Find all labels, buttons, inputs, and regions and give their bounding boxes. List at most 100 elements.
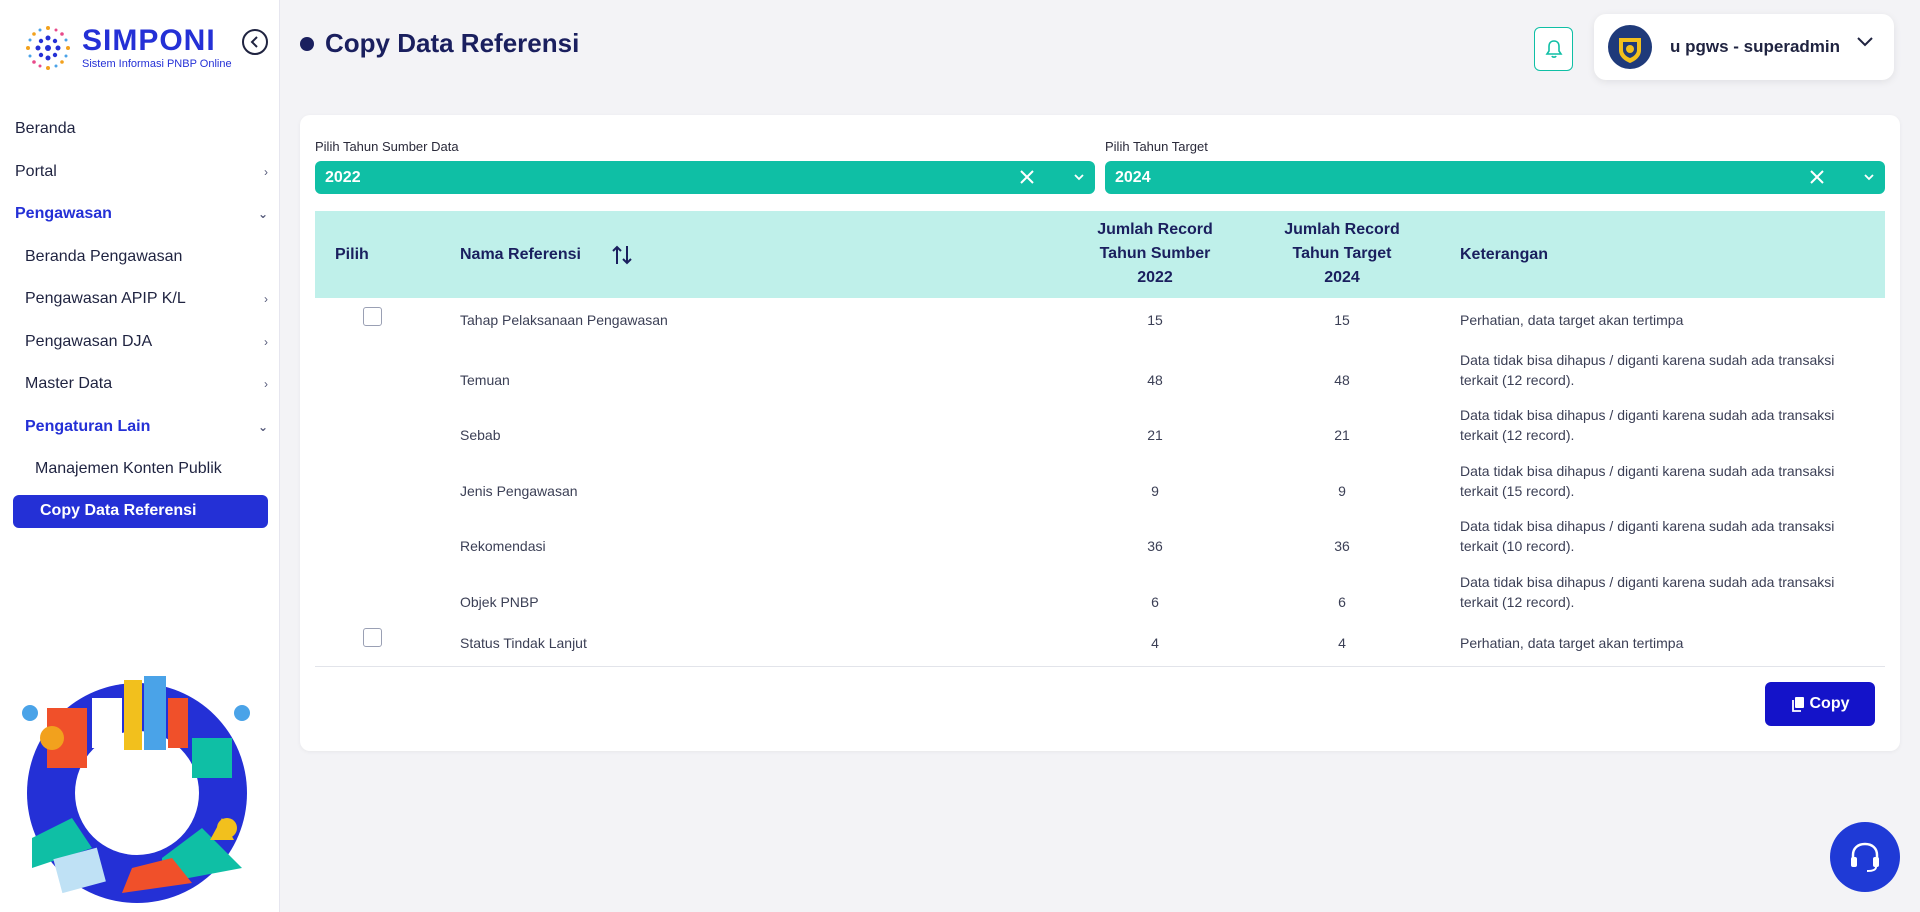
target-year-label: Pilih Tahun Target: [1105, 139, 1208, 154]
row-sumber: 4: [1151, 635, 1159, 651]
row-keterangan-line1: Data tidak bisa dihapus / diganti karena…: [1460, 574, 1835, 590]
sidebar-item-label: Beranda Pengawasan: [25, 247, 183, 265]
chevron-down-icon[interactable]: [1863, 171, 1875, 183]
copy-button-label: Copy: [1809, 695, 1850, 712]
column-header-sumber: Jumlah Record Tahun Sumber 2022: [1085, 218, 1225, 290]
sidebar-item-label: Copy Data Referensi: [40, 502, 197, 519]
row-nama: Sebab: [460, 427, 501, 443]
city-illustration-icon: [22, 676, 250, 903]
row-nama: Status Tindak Lanjut: [460, 635, 587, 651]
clear-icon[interactable]: [1809, 169, 1825, 185]
row-keterangan: Data tidak bisa dihapus / diganti karena…: [1460, 350, 1834, 390]
row-checkbox[interactable]: [363, 307, 382, 326]
chevron-right-icon: ›: [264, 377, 268, 391]
sidebar: SIMPONI Sistem Informasi PNBP Online Ber…: [0, 0, 280, 912]
sidebar-item-label: Portal: [15, 162, 57, 180]
row-sumber: 36: [1147, 538, 1163, 554]
logo[interactable]: SIMPONI Sistem Informasi PNBP Online: [18, 18, 232, 78]
page-title: Copy Data Referensi: [325, 28, 580, 58]
sidebar-item-pengaturan-lain[interactable]: Pengaturan Lain ⌄: [0, 406, 280, 449]
column-header-target: Jumlah Record Tahun Target 2024: [1272, 218, 1412, 290]
copy-data-card: Pilih Tahun Sumber Data 2022 Pilih Tahun…: [300, 115, 1900, 751]
table-divider: [315, 666, 1885, 667]
row-target: 6: [1338, 594, 1346, 610]
sidebar-item-manajemen-konten[interactable]: Manajemen Konten Publik: [0, 448, 280, 491]
column-header-keterangan: Keterangan: [1460, 246, 1549, 263]
chevron-down-icon[interactable]: [1073, 171, 1085, 183]
column-header-pilih: Pilih: [335, 246, 369, 263]
chevron-right-icon: ›: [264, 164, 268, 179]
sidebar-item-label: Pengawasan APIP K/L: [25, 290, 186, 308]
kemenkeu-emblem-icon: [1608, 25, 1652, 69]
sidebar-nav: Beranda Portal › Pengawasan ⌄ Beranda Peng…: [0, 108, 280, 528]
column-header-target-line1: Jumlah Record: [1284, 221, 1400, 238]
row-keterangan-line2: terkait (15 record).: [1460, 483, 1575, 499]
row-sumber: 48: [1147, 372, 1163, 388]
row-keterangan-line1: Data tidak bisa dihapus / diganti karena…: [1460, 352, 1835, 368]
row-target: 48: [1334, 372, 1350, 388]
brand-subtitle: Sistem Informasi PNBP Online: [82, 58, 232, 70]
collapse-sidebar-button[interactable]: [242, 29, 268, 55]
copy-button[interactable]: Copy: [1765, 682, 1875, 726]
row-keterangan: Data tidak bisa dihapus / diganti karena…: [1460, 516, 1834, 556]
chevron-down-icon: [1857, 37, 1873, 47]
page-header: Copy Data Referensi: [300, 28, 579, 59]
column-header-nama[interactable]: Nama Referensi: [460, 246, 581, 263]
sidebar-item-master-data[interactable]: Master Data ›: [0, 363, 280, 406]
bell-icon: [1545, 40, 1562, 58]
target-year-value: 2024: [1115, 168, 1151, 186]
row-target: 9: [1338, 483, 1346, 499]
sidebar-item-copy-data-referensi[interactable]: Copy Data Referensi: [13, 494, 268, 528]
clear-icon[interactable]: [1019, 169, 1035, 185]
row-keterangan-line1: Data tidak bisa dihapus / diganti karena…: [1460, 518, 1835, 534]
copy-icon: [1791, 697, 1804, 712]
source-year-select[interactable]: 2022: [315, 161, 1095, 194]
column-header-sumber-line2: Tahun Sumber: [1099, 245, 1211, 262]
chevron-left-icon: [250, 36, 258, 48]
row-target: 15: [1334, 312, 1350, 328]
row-checkbox[interactable]: [363, 628, 382, 647]
column-header-target-line3: 2024: [1324, 269, 1360, 286]
sidebar-item-pengawasan-apip[interactable]: Pengawasan APIP K/L ›: [0, 278, 280, 321]
row-nama: Jenis Pengawasan: [460, 483, 578, 499]
row-sumber: 15: [1147, 312, 1163, 328]
title-bullet-icon: [300, 36, 314, 51]
sidebar-item-label: Master Data: [25, 375, 113, 393]
sidebar-item-label: Pengawasan: [15, 205, 112, 223]
row-keterangan: Data tidak bisa dihapus / diganti karena…: [1460, 461, 1834, 501]
row-target: 21: [1334, 427, 1350, 443]
row-keterangan-line1: Data tidak bisa dihapus / diganti karena…: [1460, 463, 1835, 479]
chevron-down-icon: ⌄: [257, 207, 268, 221]
target-year-select[interactable]: 2024: [1105, 161, 1885, 194]
row-sumber: 9: [1151, 483, 1159, 499]
row-keterangan-line2: terkait (10 record).: [1460, 538, 1575, 554]
row-sumber: 6: [1151, 594, 1159, 610]
row-keterangan: Data tidak bisa dihapus / diganti karena…: [1460, 405, 1834, 445]
notification-button[interactable]: [1534, 27, 1573, 71]
column-header-target-line2: Tahun Target: [1292, 245, 1392, 262]
column-header-sumber-line1: Jumlah Record: [1097, 221, 1213, 238]
table-header: Pilih Nama Referensi Jumlah Record Tahun…: [315, 211, 1885, 298]
row-nama: Rekomendasi: [460, 538, 546, 554]
sidebar-item-pengawasan[interactable]: Pengawasan ⌄: [0, 193, 280, 236]
sidebar-item-pengawasan-dja[interactable]: Pengawasan DJA ›: [0, 321, 280, 364]
source-year-label: Pilih Tahun Sumber Data: [315, 139, 459, 154]
row-sumber: 21: [1147, 427, 1163, 443]
source-year-value: 2022: [325, 168, 361, 186]
row-nama: Objek PNBP: [460, 594, 539, 610]
sidebar-item-beranda[interactable]: Beranda: [0, 108, 280, 151]
sidebar-item-beranda-pengawasan[interactable]: Beranda Pengawasan: [0, 236, 280, 279]
headset-icon: [1851, 842, 1879, 872]
user-name: u pgws - superadmin: [1670, 37, 1841, 56]
chevron-down-icon: ⌄: [257, 419, 268, 434]
row-nama: Tahap Pelaksanaan Pengawasan: [460, 312, 668, 328]
simponi-logo-icon: [26, 26, 70, 70]
row-nama: Temuan: [460, 372, 510, 388]
sort-icon[interactable]: [611, 244, 633, 266]
row-keterangan-line2: terkait (12 record).: [1460, 372, 1575, 388]
row-target: 36: [1334, 538, 1350, 554]
column-header-sumber-line3: 2022: [1137, 269, 1173, 286]
user-menu[interactable]: u pgws - superadmin: [1594, 14, 1894, 80]
sidebar-item-portal[interactable]: Portal ›: [0, 151, 280, 194]
help-support-button[interactable]: [1830, 822, 1900, 892]
